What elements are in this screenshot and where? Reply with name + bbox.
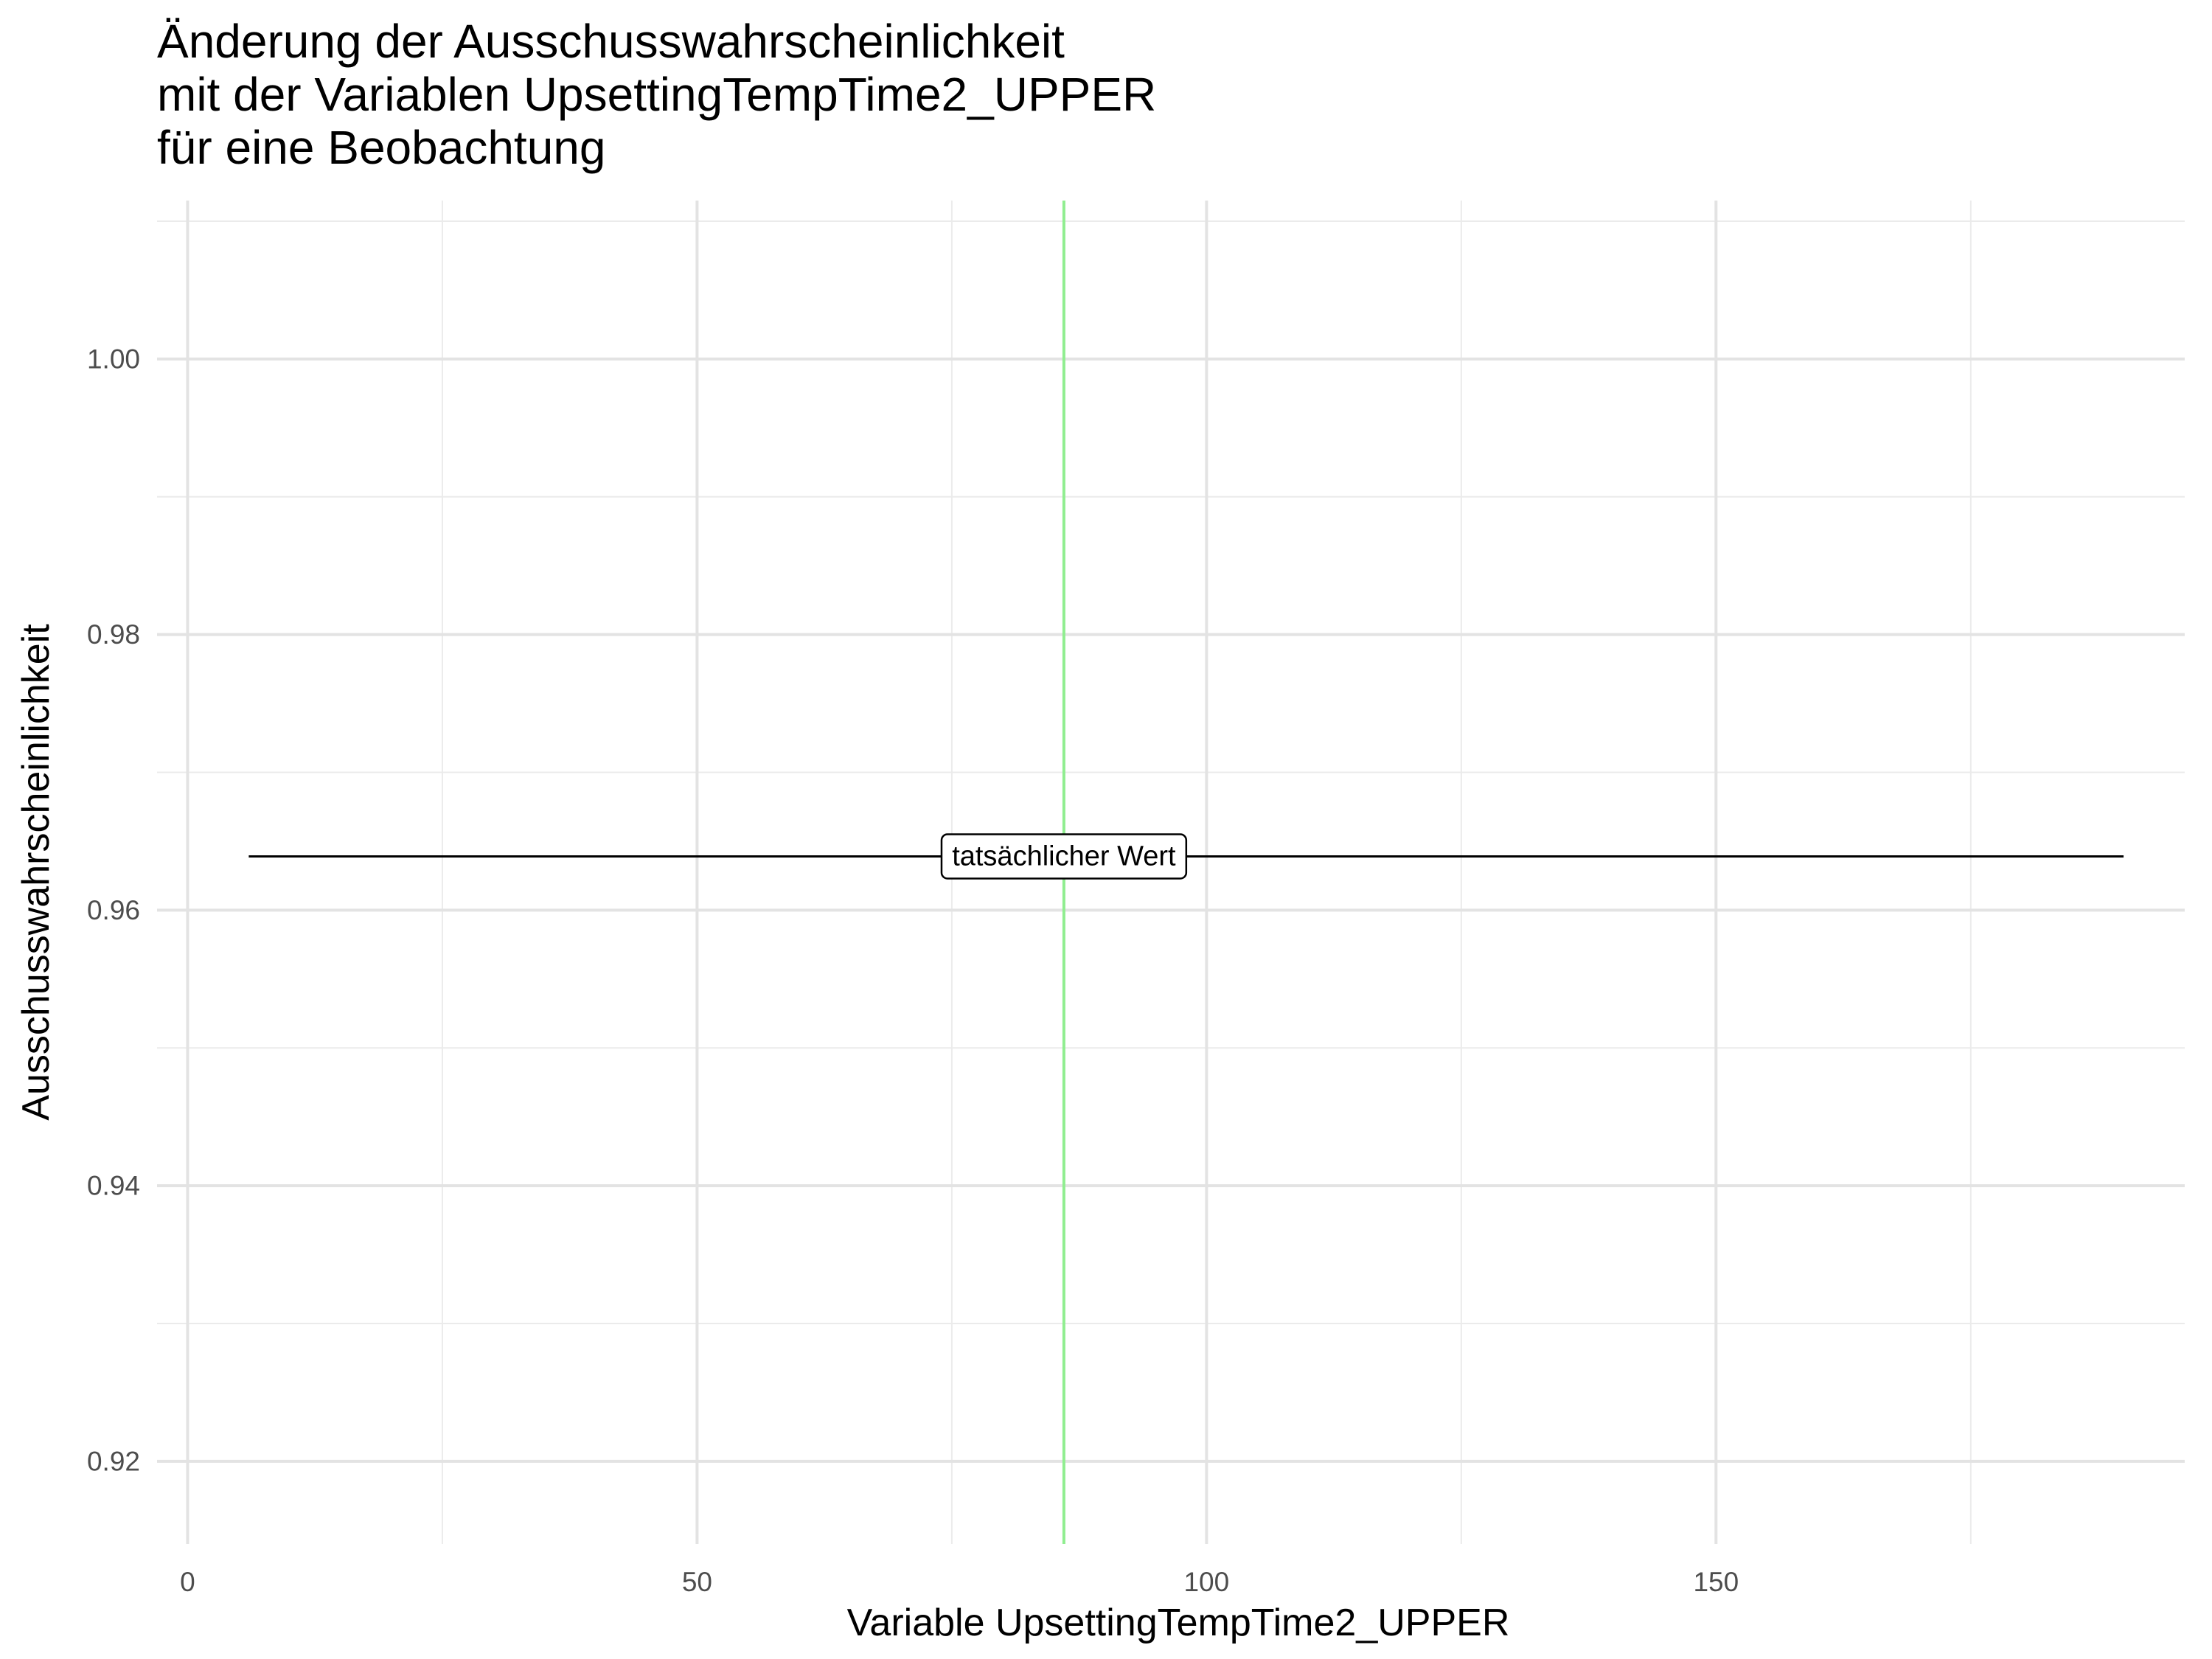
- annotation-label: tatsächlicher Wert: [940, 833, 1188, 880]
- y-tick-label-2: 0.96: [87, 895, 140, 925]
- y-axis-title: Ausschusswahrscheinlichkeit: [15, 624, 58, 1121]
- y-tick-label-4: 1.00: [87, 344, 140, 374]
- annotation-text: tatsächlicher Wert: [952, 841, 1176, 872]
- x-axis-title: Variable UpsettingTempTime2_UPPER: [847, 1601, 1510, 1644]
- x-tick-label-0: 0: [180, 1567, 195, 1597]
- x-tick-label-1: 50: [682, 1567, 712, 1597]
- x-tick-label-2: 100: [1183, 1567, 1229, 1597]
- chart-title: Änderung der Ausschusswahrscheinlichkeit…: [157, 15, 1169, 174]
- grid-minor: [157, 201, 2185, 1544]
- annotation-box: [940, 833, 1188, 880]
- grid-major: [157, 201, 2185, 1544]
- chart-title-line-2: mit der Variablen UpsettingTempTime2_UPP…: [157, 68, 1156, 121]
- x-tick-label-3: 150: [1693, 1567, 1739, 1597]
- y-tick-label-3: 0.98: [87, 619, 140, 650]
- y-tick-label-0: 0.92: [87, 1446, 140, 1476]
- x-axis-ticks: 0 50 100 150: [180, 1567, 1739, 1597]
- y-axis-ticks: 0.92 0.94 0.96 0.98 1.00: [87, 344, 140, 1476]
- chart-title-line-3: für eine Beobachtung: [157, 121, 605, 174]
- y-tick-label-1: 0.94: [87, 1171, 140, 1201]
- chart-title-line-1: Änderung der Ausschusswahrscheinlichkeit: [157, 15, 1065, 68]
